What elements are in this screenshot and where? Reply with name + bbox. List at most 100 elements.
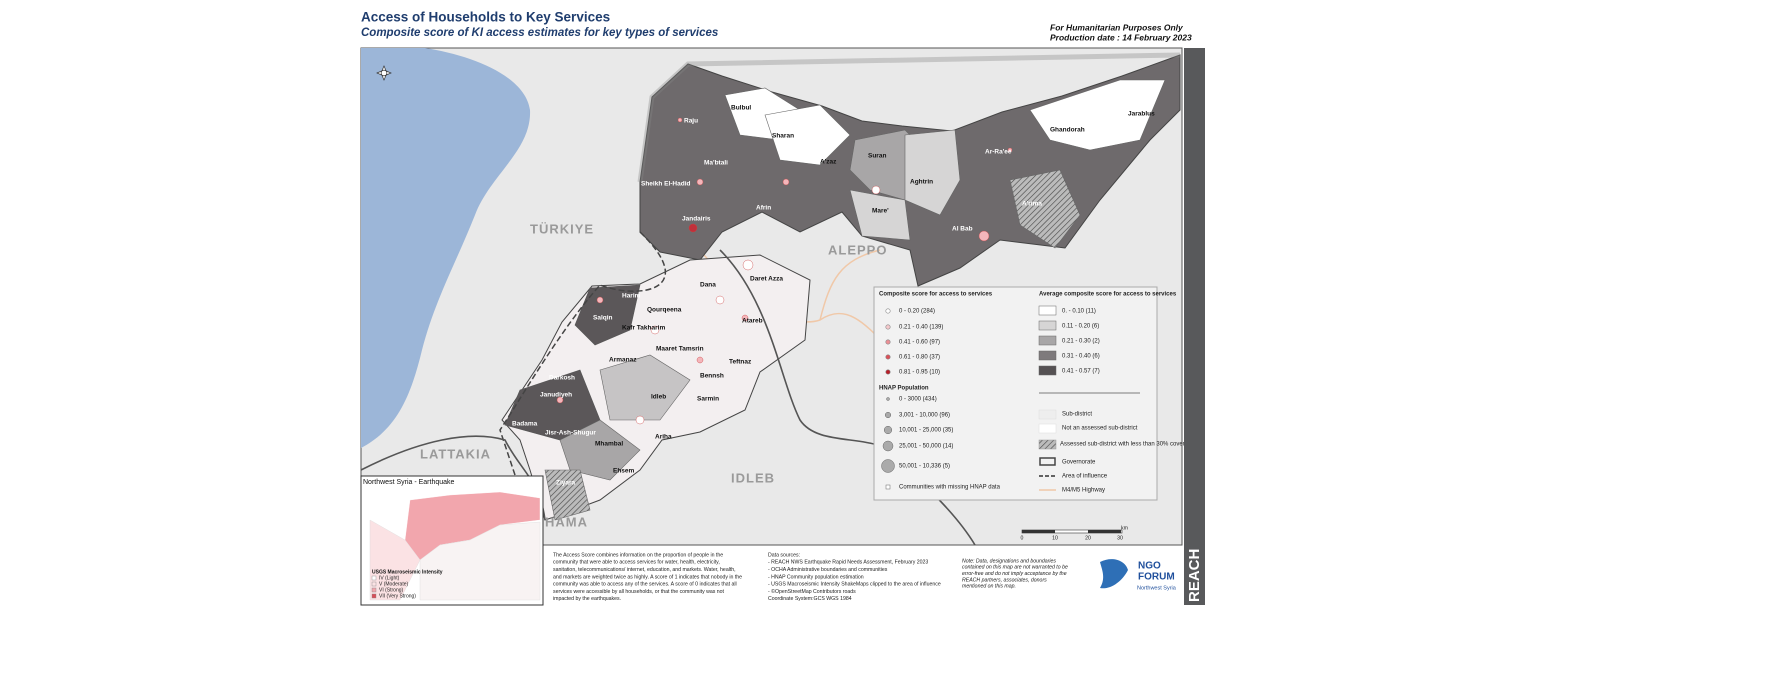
description-line: and markets are weighted twice as highly… [553, 574, 742, 580]
legend-item: 3,001 - 10,000 (96) [899, 413, 950, 419]
place-label: Maaret Tamsrin [656, 346, 704, 353]
place-label: Harim [622, 293, 641, 300]
source-line: - OCHA Administrative boundaries and com… [768, 567, 888, 573]
legend-item: 10,001 - 25,000 (35) [899, 428, 953, 434]
legend: Composite score for access to services 0… [873, 286, 1195, 501]
region-label: LATTAKIA [420, 446, 491, 461]
place-label: Idleb [651, 394, 666, 401]
note: For Humanitarian Purposes Only [1050, 22, 1184, 32]
legend-item: M4/M5 Highway [1062, 488, 1105, 494]
legend-item: 0.21 - 0.40 (139) [899, 325, 943, 331]
place-label: Badama [512, 421, 538, 428]
place-label: Mhambal [595, 441, 623, 448]
description-line: services were accessible by all househol… [553, 589, 725, 595]
legend-item: Assessed sub-district with less than 30%… [1060, 442, 1195, 448]
place-label: A'rima [1022, 201, 1042, 208]
place-label: Darkosh [549, 375, 575, 382]
description-line: community was able to access any of the … [553, 582, 737, 588]
legend-item: Area of influence [1062, 474, 1108, 480]
region-label: ALEPPO [828, 242, 887, 257]
brand: REACH [1186, 549, 1203, 602]
legend-item: 0.31 - 0.40 (6) [1062, 354, 1100, 360]
legend-item: Not an assessed sub-district [1062, 426, 1138, 432]
note-line: error-free and do not imply acceptance b… [962, 571, 1067, 577]
note: Production date : 14 February 2023 [1050, 32, 1192, 42]
subtitle: Composite score of KI access estimates f… [361, 27, 718, 39]
inset-title: Northwest Syria - Earthquake [363, 479, 455, 486]
place-label: Ma'btali [704, 160, 728, 167]
inset-map: Northwest Syria - Earthquake USGS Macros… [360, 475, 544, 606]
legend-item: Governorate [1062, 460, 1096, 466]
legend-item: 0.41 - 0.57 (7) [1062, 369, 1100, 375]
note-line: contained on this map are not warranted … [962, 565, 1068, 571]
legend-item: 0.11 - 0.20 (6) [1062, 324, 1099, 330]
place-label: Sheikh El-Hadid [641, 181, 691, 188]
place-label: Sharan [772, 133, 794, 140]
footer: The Access Score combines information on… [553, 552, 1068, 602]
place-label: Janudiyeh [540, 392, 572, 399]
place-label: Sarmin [697, 396, 719, 403]
region-label: TÜRKIYE [530, 221, 594, 236]
place-label: Dana [700, 282, 716, 289]
legend-item: 0.61 - 0.80 (37) [899, 355, 940, 361]
scale-label: km [1121, 525, 1128, 531]
place-label: Ar-Ra'ee [985, 149, 1012, 156]
side-bar [1184, 48, 1205, 605]
place-label: Ariha [655, 434, 672, 441]
place-label: Daret Azza [750, 276, 783, 283]
inset-legend-item: V (Moderate) [379, 581, 409, 587]
description-line: impacted by the earthquakes. [553, 596, 621, 602]
legend-item: Sub-district [1062, 412, 1092, 418]
place-label: Kafr Takharim [622, 325, 665, 332]
inset-legend-title: USGS Macroseismic Intensity [372, 569, 443, 575]
scale-label: 30 [1117, 535, 1123, 541]
logo-text: NGO [1138, 561, 1161, 572]
legend-item: 0 - 3000 (434) [899, 397, 937, 403]
note-line: Note: Data, designations and boundaries [962, 558, 1056, 564]
description-line: The Access Score combines information on… [553, 552, 723, 558]
legend-item: 50,001 - 10,336 (5) [899, 464, 950, 470]
place-label: Ehsem [613, 468, 635, 475]
source-line: - HNAP Community population estimation [768, 574, 864, 580]
scale-label: 0 [1021, 535, 1024, 541]
region-label: HAMA [545, 514, 588, 529]
legend-title: Composite score for access to services [879, 292, 993, 298]
legend-item: 0.21 - 0.30 (2) [1062, 339, 1100, 345]
place-label: Armanaz [609, 357, 637, 364]
place-label: Raju [684, 118, 698, 125]
north-arrow [376, 65, 392, 81]
source-line: Data sources: [768, 552, 800, 558]
place-label: Ziyara [556, 480, 576, 487]
region-label: IDLEB [731, 470, 775, 485]
legend-item: 25,001 - 50,000 (14) [899, 444, 953, 450]
place-label: Aghtrin [910, 179, 933, 186]
inset-legend-item: VII (Very Strong) [379, 593, 416, 599]
place-label: Teftnaz [729, 359, 752, 366]
legend-title: Average composite score for access to se… [1039, 292, 1177, 298]
legend-title: HNAP Population [879, 386, 929, 392]
legend-item: 0 - 0.20 (284) [899, 309, 935, 315]
place-label: Jisr-Ash-Shugur [545, 430, 596, 437]
source-line: - ©OpenStreetMap Contributors roads [768, 588, 856, 595]
place-label: Atareb [742, 318, 763, 325]
source-line: Coordinate System:GCS WGS 1984 [768, 596, 852, 602]
inset-legend-item: IV (Light) [379, 575, 400, 581]
place-label: Jandairis [682, 216, 711, 223]
place-label: A'zaz [820, 159, 837, 166]
place-label: Bennsh [700, 373, 724, 380]
source-line: - USGS Macroseismic Intensity ShakeMaps … [768, 582, 941, 588]
note-line: REACH partners, associates, donors [962, 577, 1047, 583]
place-label: Bulbul [731, 105, 751, 112]
place-label: Qourqeena [647, 307, 682, 314]
place-label: Salqin [593, 315, 613, 322]
scale-label: 20 [1085, 535, 1091, 541]
place-label: Mare' [872, 208, 889, 215]
legend-item: 0. - 0.10 (11) [1062, 309, 1096, 315]
legend-item: 0.41 - 0.60 (97) [899, 340, 940, 346]
place-label: Ghandorah [1050, 127, 1085, 134]
place-label: Jarablus [1128, 111, 1155, 118]
legend-item: Communities with missing HNAP data [899, 485, 1001, 491]
scale-bar: 0 10 20 30 km [1021, 525, 1128, 541]
source-line: - REACH NWS Earthquake Rapid Needs Asses… [768, 560, 928, 566]
